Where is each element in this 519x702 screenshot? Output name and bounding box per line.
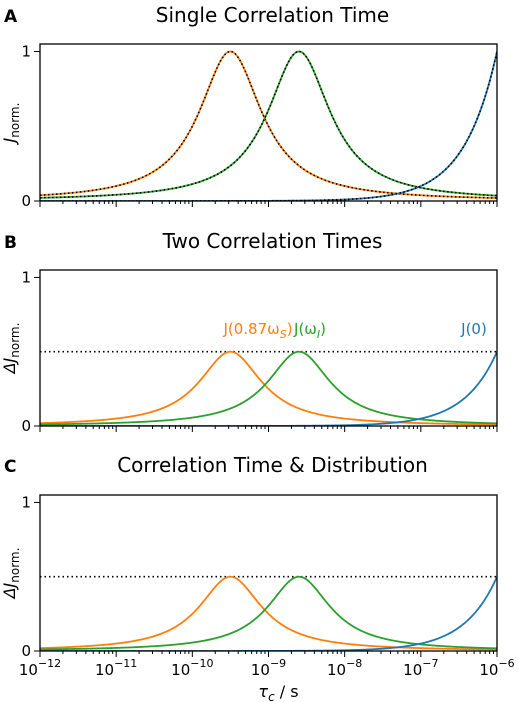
x-tick-label: 10−12: [19, 657, 61, 679]
x-tick-label: 10−8: [327, 657, 362, 679]
ylabel-sub: norm.: [8, 103, 22, 138]
panel-A: A Single Correlation Time 0 1 Jnorm.: [0, 3, 498, 210]
panel-C: C Correlation Time & Distribution 0 1 ΔJnorm…: [0, 453, 498, 660]
tick-exponent: −8: [346, 657, 362, 670]
y-tick-label: 0: [21, 642, 31, 660]
curve-label-orange: J(0.87ωS): [222, 320, 292, 341]
panel-B: B Two Correlation Times 0 1 ΔJnorm. J(0.87ωS)…: [0, 229, 498, 435]
series-line-orange: [40, 50, 497, 199]
curve-label-tail: ): [287, 320, 293, 338]
ylabel-main: ΔJ: [0, 357, 19, 375]
curve-label-blue: J(0): [460, 320, 487, 338]
tick-exponent: −6: [498, 657, 514, 670]
panel-letter: B: [4, 233, 17, 253]
x-tick-label: 10−11: [95, 657, 137, 679]
curve-label-sub: I: [317, 328, 320, 341]
curve-label-main: J(0.87ω: [222, 320, 279, 338]
ylabel-sub: norm.: [8, 548, 22, 583]
curve-label-main: J(0): [460, 320, 487, 338]
axes-frame: [39, 43, 498, 202]
tick-base: 10: [251, 661, 270, 679]
x-axis-label: τc / s: [258, 682, 298, 702]
tick-exponent: −12: [38, 657, 61, 670]
tick-base: 10: [403, 661, 422, 679]
curve-label-tail: ): [320, 320, 326, 338]
tick-base: 10: [171, 661, 190, 679]
series-line-orange: [40, 575, 497, 651]
tick-exponent: −10: [190, 657, 213, 670]
axes-frame: [39, 269, 498, 427]
y-tick-label: 1: [21, 42, 31, 60]
curve-label-main: J(ω: [293, 320, 317, 338]
tick-exponent: −11: [114, 657, 137, 670]
tick-base: 10: [479, 661, 498, 679]
tick-exponent: −7: [422, 657, 438, 670]
ylabel-sub: norm.: [8, 323, 22, 358]
chart-title: Correlation Time & Distribution: [117, 453, 428, 477]
xlabel-tail: / s: [275, 682, 299, 701]
y-axis-label: Jnorm.: [0, 103, 22, 146]
x-tick-label: 10−10: [171, 657, 213, 679]
series-fit-green: [40, 50, 497, 199]
chart-title: Single Correlation Time: [156, 3, 389, 27]
y-axis-label: ΔJnorm.: [0, 323, 22, 376]
x-tick-label: 10−6: [479, 657, 514, 679]
tick-base: 10: [327, 661, 346, 679]
tick-base: 10: [95, 661, 114, 679]
curve-label-sub: S: [280, 328, 287, 341]
y-tick-label: 0: [21, 417, 31, 435]
y-tick-label: 0: [21, 192, 31, 210]
tick-base: 10: [19, 661, 38, 679]
panel-letter: A: [4, 7, 18, 27]
y-axis-label: ΔJnorm.: [0, 548, 22, 601]
xlabel-sub: c: [268, 690, 275, 702]
chart-title: Two Correlation Times: [162, 229, 383, 253]
panel-letter: C: [4, 457, 16, 477]
y-tick-label: 1: [21, 493, 31, 511]
ylabel-main: J: [0, 137, 19, 145]
axes-frame: [39, 494, 498, 652]
y-tick-label: 1: [21, 268, 31, 286]
x-tick-label: 10−7: [403, 657, 438, 679]
x-tick-label: 10−9: [251, 657, 286, 679]
xlabel-base: τ: [258, 682, 268, 701]
ylabel-main: ΔJ: [0, 582, 19, 600]
curve-label-green: J(ωI): [293, 320, 326, 341]
tick-exponent: −9: [270, 657, 286, 670]
series-fit-orange: [40, 50, 497, 199]
series-line-orange: [40, 350, 497, 426]
